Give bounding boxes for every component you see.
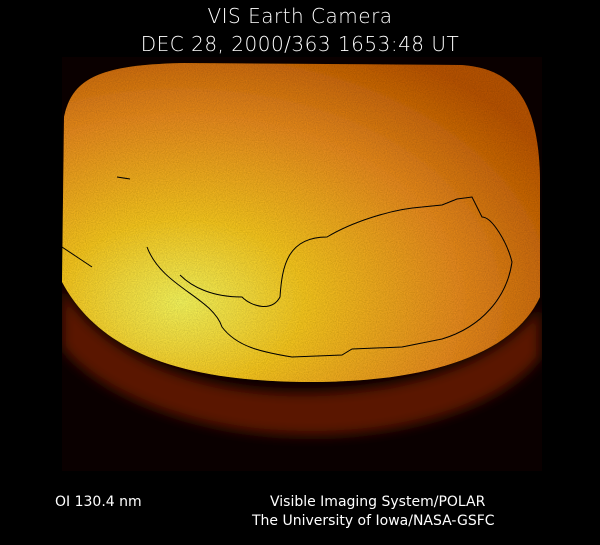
limb-halo [62,287,540,436]
camera-title: VIS Earth Camera [207,4,393,28]
observation-timestamp: DEC 28, 2000/363 1653:48 UT [140,32,460,56]
credit-institution: The University of Iowa/NASA-GSFC [252,513,495,529]
coastline [62,176,513,358]
earth-disk [62,63,540,382]
earth-camera-image [62,57,542,471]
credit-instrument: Visible Imaging System/POLAR [270,494,486,510]
wavelength-label: OI 130.4 nm [55,494,142,510]
